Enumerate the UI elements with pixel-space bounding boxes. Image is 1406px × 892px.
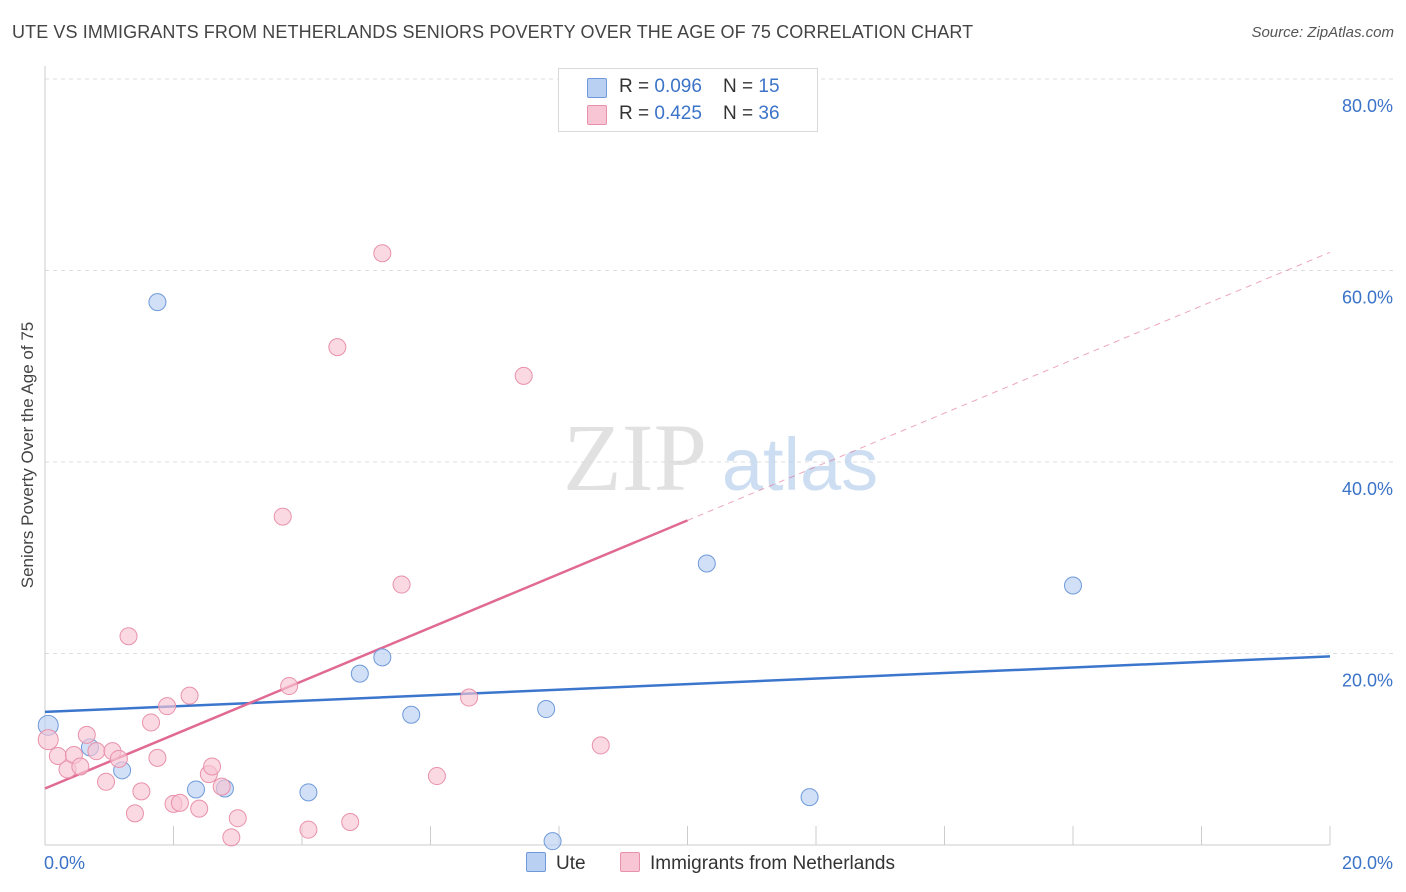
neth-point-28 <box>328 338 347 357</box>
neth-point-34 <box>514 366 533 385</box>
neth-trend-extension <box>687 251 1331 521</box>
neth-point-27 <box>299 820 318 839</box>
grid-layer <box>45 78 1393 654</box>
ute-r-value: 0.096 <box>654 76 702 97</box>
bottom-ute-label: Ute <box>556 853 586 874</box>
bottom-neth-label: Immigrants from Netherlands <box>650 853 895 874</box>
neth-n-value: 36 <box>758 103 780 124</box>
x-tick-label-max: 20.0% <box>1342 853 1393 873</box>
neth-r-label: R = <box>619 103 655 124</box>
chart-title: UTE VS IMMIGRANTS FROM NETHERLANDS SENIO… <box>12 22 974 42</box>
neth-point-10 <box>119 627 138 646</box>
ute-point-4 <box>186 780 205 799</box>
neth-point-7 <box>97 772 116 791</box>
bottom-neth-swatch <box>620 852 640 872</box>
bottom-ute-swatch <box>526 852 546 872</box>
correlation-legend: R = 0.096 N = 15 R = 0.425 N = 36 <box>558 68 818 132</box>
ute-point-13 <box>800 788 819 807</box>
ute-point-3 <box>148 293 167 312</box>
ute-point-6 <box>299 783 318 802</box>
x-tick-label-min: 0.0% <box>44 853 85 873</box>
ute-stats: R = 0.096 N = 15 <box>619 76 780 98</box>
y-tick-label-1: 40.0% <box>1342 479 1393 499</box>
tick-label-layer: 20.0% 40.0% 60.0% 80.0% 0.0% 20.0% <box>44 96 1393 873</box>
neth-point-4 <box>71 757 90 776</box>
neth-trend-line <box>44 519 688 790</box>
neth-point-29 <box>341 813 360 832</box>
trend-layer <box>44 251 1331 790</box>
neth-point-35 <box>591 736 610 755</box>
neth-point-18 <box>180 686 199 705</box>
chart-source: Source: ZipAtlas.com <box>1251 24 1394 41</box>
ute-trend-line <box>44 655 1331 714</box>
ute-point-12 <box>697 554 716 573</box>
y-axis-label: Seniors Poverty Over the Age of 75 <box>18 321 37 589</box>
neth-point-11 <box>125 804 144 823</box>
ute-point-10 <box>537 700 556 719</box>
ute-swatch <box>587 78 607 98</box>
ute-point-11 <box>543 832 562 851</box>
y-tick-label-2: 60.0% <box>1342 288 1393 308</box>
watermark: ZIP atlas <box>563 404 878 511</box>
neth-swatch <box>587 105 607 125</box>
neth-stats: R = 0.425 N = 36 <box>619 103 780 125</box>
neth-point-0 <box>37 729 59 751</box>
neth-n-label: N = <box>723 103 759 124</box>
neth-point-25 <box>273 507 292 526</box>
ute-n-value: 15 <box>758 76 780 97</box>
neth-r-value: 0.425 <box>654 103 702 124</box>
ute-point-9 <box>402 705 421 724</box>
neth-point-15 <box>158 697 177 716</box>
neth-point-13 <box>142 713 161 732</box>
watermark-zip: ZIP <box>563 404 707 511</box>
bottom-legend-ute: Ute <box>526 852 586 875</box>
neth-point-30 <box>373 244 392 263</box>
neth-point-9 <box>109 749 128 768</box>
ute-point-8 <box>373 648 392 667</box>
neth-point-12 <box>132 782 151 801</box>
y-tick-label-0: 20.0% <box>1342 671 1393 691</box>
ute-point-7 <box>350 664 369 683</box>
neth-point-24 <box>228 809 247 828</box>
neth-point-31 <box>392 575 411 594</box>
neth-point-32 <box>427 767 446 786</box>
neth-point-22 <box>212 777 231 796</box>
ute-point-14 <box>1064 576 1082 595</box>
neth-point-33 <box>460 688 479 707</box>
neth-point-5 <box>77 725 96 744</box>
neth-point-23 <box>222 828 241 847</box>
watermark-atlas: atlas <box>722 423 878 506</box>
neth-point-26 <box>280 677 299 696</box>
ute-n-label: N = <box>723 76 759 97</box>
bottom-legend-neth: Immigrants from Netherlands <box>620 852 895 875</box>
y-tick-label-3: 80.0% <box>1342 96 1393 116</box>
neth-point-19 <box>190 799 209 818</box>
neth-point-14 <box>148 748 167 767</box>
points-layer <box>37 244 1082 851</box>
neth-point-6 <box>87 742 106 761</box>
neth-point-17 <box>170 793 189 812</box>
ute-r-label: R = <box>619 76 655 97</box>
neth-point-21 <box>203 757 222 776</box>
